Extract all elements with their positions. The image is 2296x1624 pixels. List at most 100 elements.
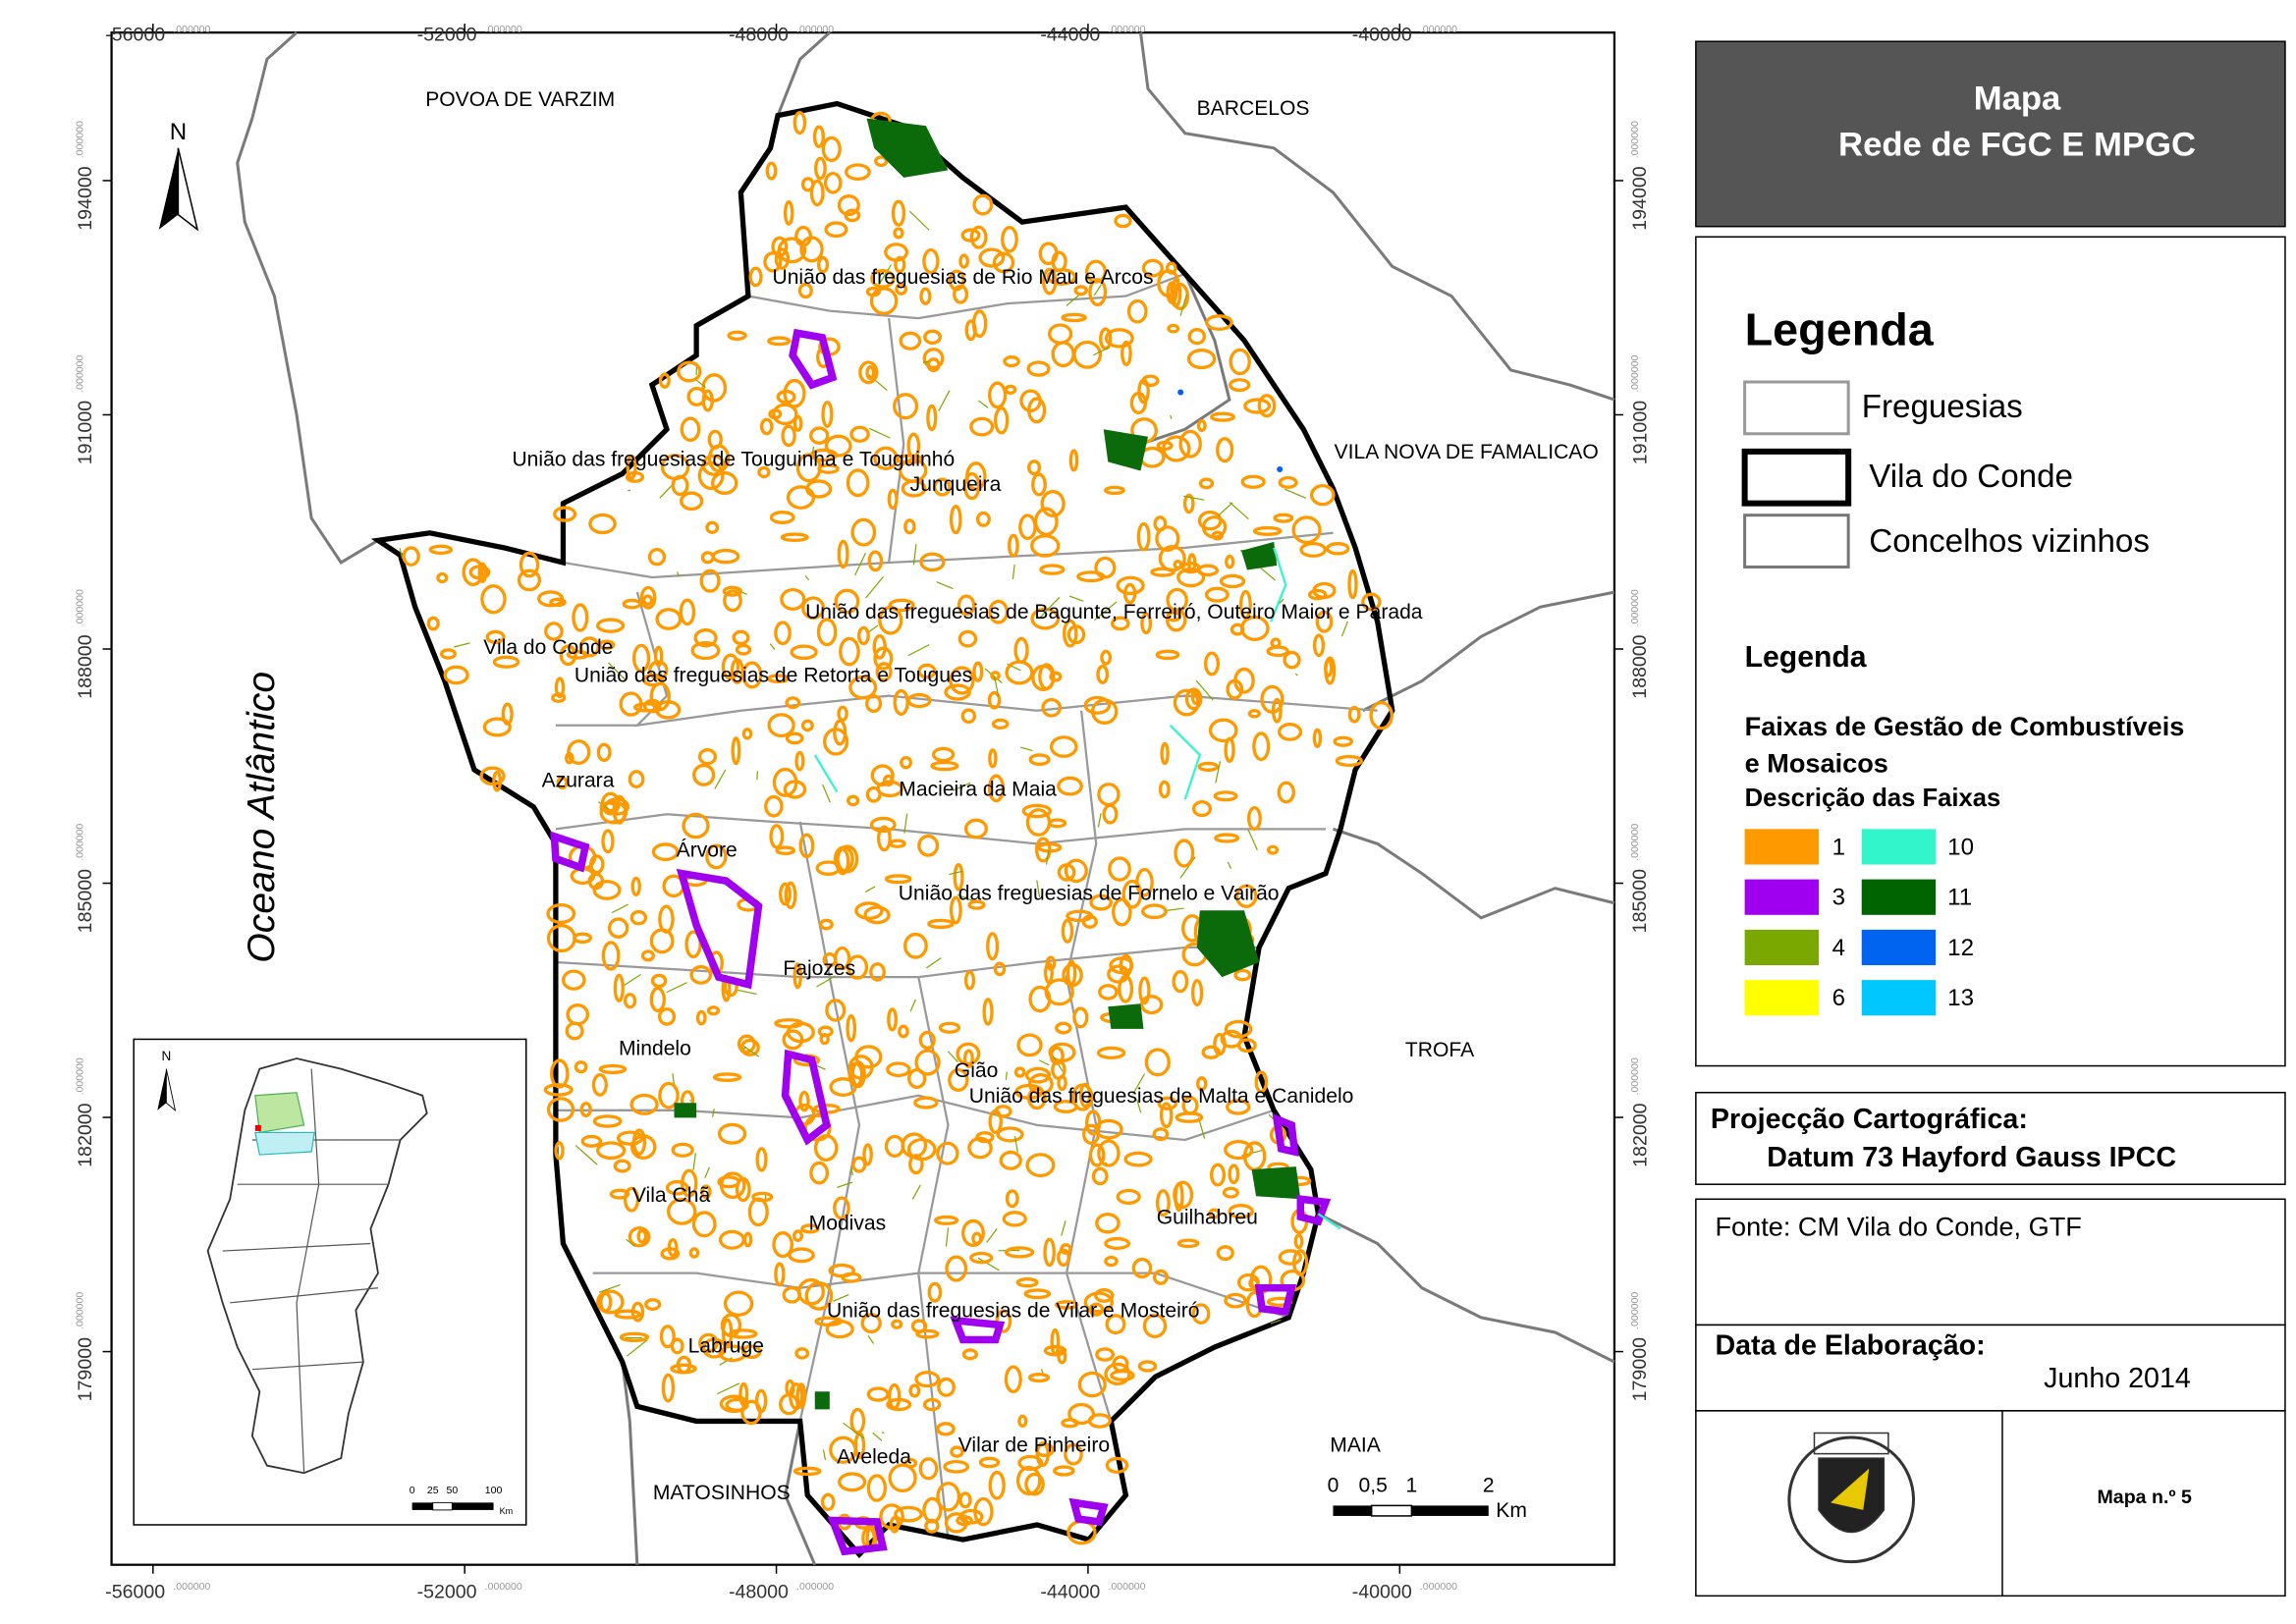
strip <box>917 663 937 679</box>
strip <box>1234 884 1258 908</box>
tick-decimals: .000000 <box>75 355 86 393</box>
parish-label: Azurara <box>542 770 615 792</box>
strip <box>740 1344 762 1360</box>
strip <box>738 989 757 995</box>
strip <box>573 932 593 945</box>
inset-map: N 0 25 50 100 Km <box>133 1038 527 1526</box>
strip <box>1044 978 1074 1006</box>
strip <box>1340 621 1348 637</box>
strip <box>1229 502 1249 520</box>
strip <box>901 479 927 498</box>
strip <box>818 918 834 931</box>
legend-swatch <box>1861 879 1937 915</box>
strip <box>628 770 645 788</box>
strip <box>986 1228 998 1243</box>
strip <box>1141 374 1160 388</box>
strip <box>1196 1076 1208 1092</box>
strip <box>1156 1189 1171 1218</box>
strip <box>930 760 959 772</box>
strip <box>1291 515 1322 545</box>
strip <box>1173 560 1183 570</box>
parish-label: Macieira da Maia <box>899 779 1057 801</box>
strip <box>800 177 815 192</box>
strip <box>922 1397 942 1412</box>
arrow-half <box>177 147 199 232</box>
strip <box>519 551 540 578</box>
strip <box>1299 541 1328 558</box>
date-value: Junho 2014 <box>2044 1363 2191 1394</box>
map-labels: POVOA DE VARZIM BARCELOS VILA NOVA DE FAMA… <box>241 88 1599 1504</box>
vila-do-conde-boundary <box>370 100 1395 1558</box>
date-box <box>1695 1324 2286 1412</box>
strip <box>1036 880 1041 897</box>
strip-12 <box>1177 389 1184 396</box>
strip <box>1049 1046 1065 1065</box>
strip <box>847 954 869 980</box>
strip <box>695 1009 707 1026</box>
strip <box>756 771 759 781</box>
strip <box>639 585 657 610</box>
tick-label: 191000 <box>75 401 96 464</box>
coordinate-label: 185000 .000000 <box>1629 824 1651 934</box>
legend-box <box>1695 236 2286 1067</box>
strip <box>440 648 458 660</box>
strip <box>919 287 932 305</box>
strip <box>999 1150 1022 1170</box>
district-line <box>251 1361 363 1371</box>
strip <box>848 675 878 700</box>
strip <box>1004 1246 1035 1259</box>
strip-12 <box>1277 465 1284 472</box>
strip <box>987 690 1002 710</box>
strip <box>1137 1360 1158 1373</box>
boundary <box>1317 1213 1615 1364</box>
legend-swatch <box>1744 929 1820 966</box>
tick-label: -44000 <box>1040 1582 1100 1603</box>
strip <box>1260 684 1285 714</box>
tick-label: -48000 <box>729 24 789 45</box>
tick-decimals: .000000 <box>1629 824 1641 861</box>
tick-label: -44000 <box>1040 24 1100 45</box>
strip <box>1097 813 1102 828</box>
strip <box>1020 746 1033 752</box>
strip <box>1054 1300 1079 1310</box>
inset-north <box>165 1068 177 1111</box>
strip <box>772 767 798 797</box>
strip <box>918 1030 936 1050</box>
strip <box>1196 419 1207 433</box>
strip <box>1233 968 1252 982</box>
strip <box>628 1226 651 1248</box>
strip <box>860 1313 882 1334</box>
tick-label: 194000 <box>1629 166 1651 230</box>
strip <box>723 589 742 613</box>
strip <box>1165 261 1177 275</box>
strip <box>816 975 837 988</box>
strip <box>546 902 576 925</box>
strip <box>834 588 860 615</box>
strip <box>922 348 945 369</box>
parish-label: União das freguesias de Retorta e Tougue… <box>574 665 972 687</box>
strip <box>723 1290 754 1317</box>
inset-scale-label: 50 <box>446 1485 458 1496</box>
patch <box>866 118 949 178</box>
strip <box>629 1093 659 1115</box>
strip <box>993 961 1007 977</box>
coordinate-label: -48000 .000000 <box>729 24 834 45</box>
strip <box>592 1114 623 1128</box>
scale-bar: 0 0,5 1 2 Km <box>1328 1474 1527 1522</box>
strip <box>623 974 641 987</box>
strip <box>727 330 747 342</box>
strip <box>1191 800 1213 818</box>
strip <box>765 161 778 181</box>
strip <box>1123 1151 1153 1167</box>
strip <box>616 1130 644 1146</box>
strip <box>692 763 716 786</box>
patch <box>814 1391 830 1410</box>
strip <box>699 568 721 593</box>
tick-decimals: .000000 <box>796 1581 834 1593</box>
legend-subtitle: e Mosaicos <box>1745 748 1888 779</box>
strip <box>622 598 642 610</box>
coordinate-label: -48000 .000000 <box>729 1581 834 1602</box>
strip <box>763 251 783 273</box>
strip <box>1224 1140 1254 1161</box>
strip <box>1142 1313 1168 1338</box>
